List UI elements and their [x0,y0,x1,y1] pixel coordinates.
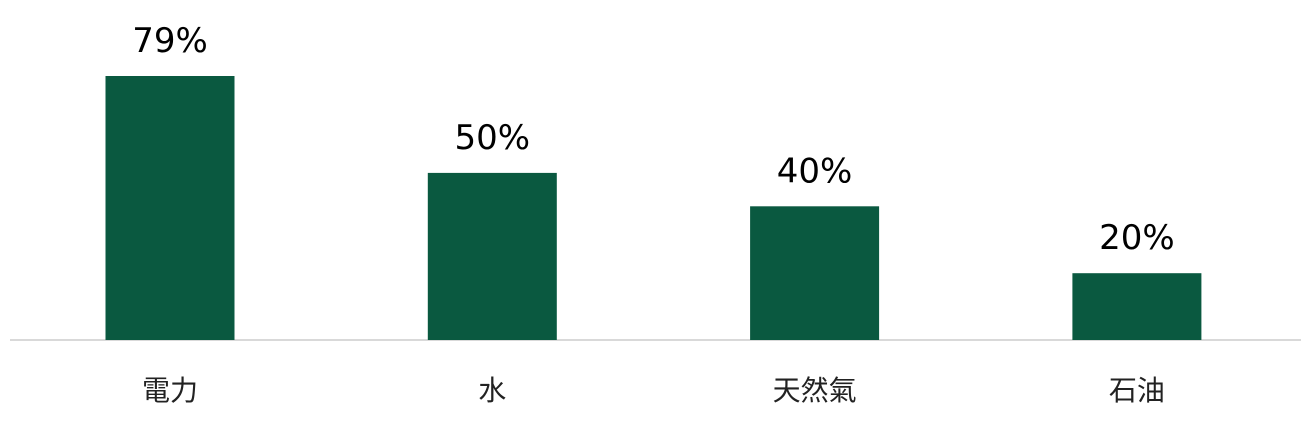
value-label-2: 40% [777,151,853,191]
category-label-1: 水 [478,374,506,407]
value-label-0: 79% [132,21,208,61]
category-label-2: 天然氣 [773,374,857,407]
category-labels-layer: 電力 水 天然氣 石油 [142,374,1165,407]
bar-1 [427,172,557,340]
bar-3 [1072,273,1202,340]
bar-0 [105,76,235,340]
category-label-3: 石油 [1109,374,1165,407]
value-label-3: 20% [1099,218,1175,258]
value-labels-layer: 79% 50% 40% 20% [132,21,1174,258]
value-label-1: 50% [455,118,531,158]
category-label-0: 電力 [142,374,198,407]
bar-2 [750,206,880,340]
bars-layer [105,76,1202,340]
